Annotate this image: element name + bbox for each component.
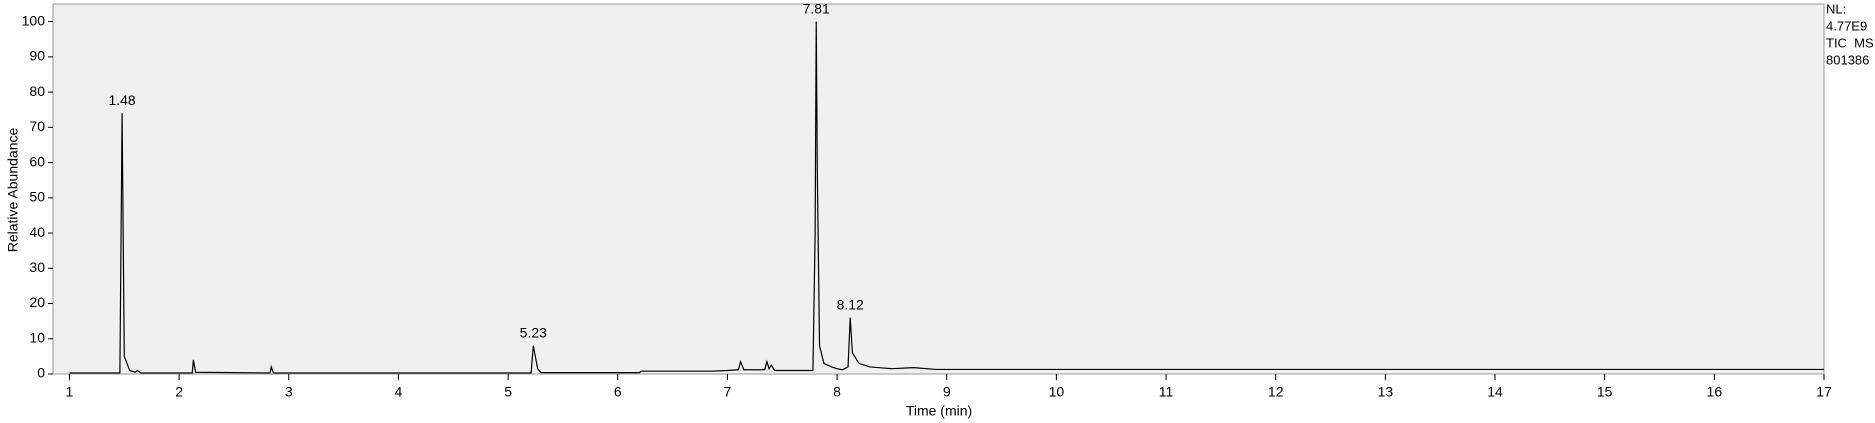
side-note: 801386: [1826, 52, 1869, 67]
x-tick-label: 16: [1707, 384, 1723, 400]
x-tick-label: 1: [66, 384, 74, 400]
plot-area: [52, 3, 1825, 375]
peak-label: 7.81: [803, 0, 830, 16]
x-tick-label: 17: [1816, 384, 1832, 400]
x-tick-label: 12: [1268, 384, 1284, 400]
y-tick-label: 40: [29, 224, 45, 240]
y-tick-label: 50: [29, 189, 45, 205]
x-tick-label: 15: [1597, 384, 1613, 400]
y-tick-label: 90: [29, 48, 45, 64]
side-note: TIC MS: [1826, 35, 1874, 50]
x-tick-label: 6: [614, 384, 622, 400]
y-tick-label: 100: [22, 12, 46, 28]
side-note: NL:: [1826, 1, 1846, 16]
x-tick-label: 8: [833, 384, 841, 400]
x-tick-label: 11: [1159, 384, 1174, 400]
trace: [69, 21, 1824, 374]
x-tick-label: 10: [1049, 384, 1065, 400]
x-tick-label: 3: [285, 384, 293, 400]
peak-label: 8.12: [837, 296, 864, 312]
x-tick-label: 13: [1378, 384, 1394, 400]
y-tick-label: 10: [29, 329, 45, 345]
x-tick-label: 5: [504, 384, 512, 400]
y-axis-title: Relative Abundance: [5, 128, 21, 253]
peak-label: 1.48: [108, 92, 135, 108]
y-tick-label: 70: [29, 118, 45, 134]
x-tick-label: 7: [724, 384, 732, 400]
y-tick-label: 60: [29, 153, 45, 169]
x-tick-label: 9: [943, 384, 951, 400]
x-axis-title: Time (min): [906, 403, 972, 419]
x-tick-label: 2: [175, 384, 183, 400]
y-tick-label: 30: [29, 259, 45, 275]
x-tick-label: 4: [395, 384, 403, 400]
y-tick-label: 80: [29, 83, 45, 99]
y-tick-label: 0: [37, 365, 45, 381]
y-tick-label: 20: [29, 294, 45, 310]
x-tick-label: 14: [1487, 384, 1503, 400]
peak-label: 5.23: [520, 325, 547, 341]
side-note: 4.77E9: [1826, 18, 1867, 33]
